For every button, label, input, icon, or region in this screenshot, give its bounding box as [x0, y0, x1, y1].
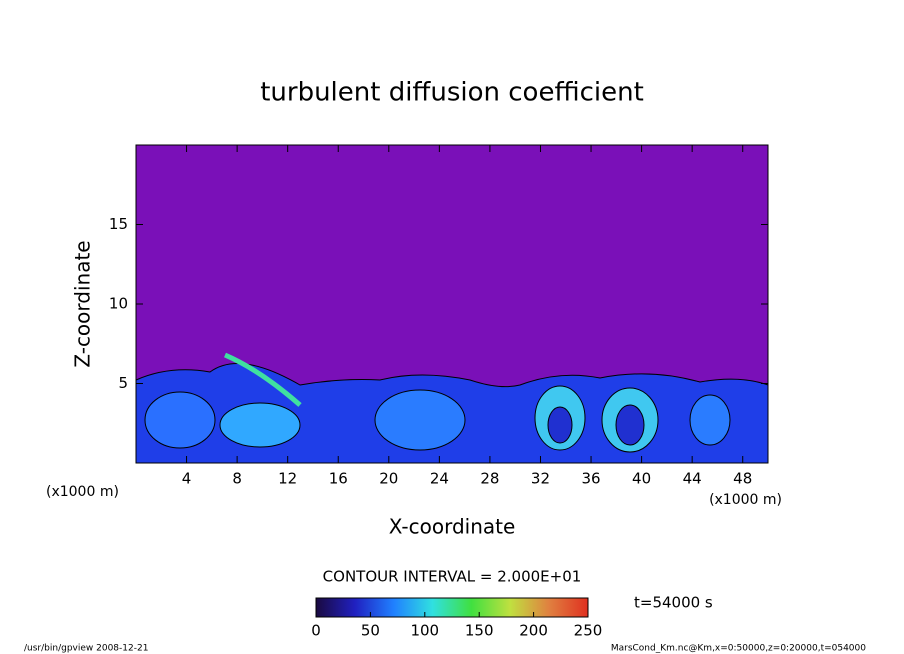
colorbar-tick-label: 50: [361, 622, 380, 640]
x-tick-label: 8: [232, 470, 242, 488]
y-axis-label: Z-coordinate: [71, 240, 95, 367]
colorbar-tick-label: 0: [311, 622, 321, 640]
field-eddy: [689, 394, 731, 446]
x-tick-label: 40: [632, 470, 651, 488]
field-eddy: [219, 402, 301, 448]
colorbar-tick-label: 250: [574, 622, 603, 640]
colorbar-tick-label: 100: [410, 622, 439, 640]
contour-interval: CONTOUR INTERVAL = 2.000E+01: [323, 568, 582, 586]
x-tick-label: 48: [733, 470, 752, 488]
footer-right: MarsCond_Km.nc@Km,x=0:50000,z=0:20000,t=…: [611, 644, 866, 654]
x-unit: (x1000 m): [709, 492, 782, 508]
colorbar: [315, 597, 589, 618]
x-tick-label: 16: [329, 470, 348, 488]
x-tick-label: 36: [581, 470, 600, 488]
field-eddy: [374, 389, 466, 451]
field-eddy: [615, 404, 645, 446]
y-tick-label: 5: [118, 374, 128, 392]
x-unit: (x1000 m): [46, 484, 119, 500]
footer-left: /usr/bin/gpview 2008-12-21: [24, 644, 148, 654]
x-tick-label: 28: [480, 470, 499, 488]
chart-title: turbulent diffusion coefficient: [260, 78, 644, 108]
field-eddy: [144, 391, 216, 449]
x-tick-label: 4: [182, 470, 192, 488]
time-label: t=54000 s: [634, 594, 713, 612]
y-tick-label: 10: [109, 295, 128, 313]
field-eddy: [547, 406, 573, 444]
y-tick-label: 15: [109, 215, 128, 233]
field: [135, 145, 769, 464]
colorbar-tick-label: 150: [465, 622, 494, 640]
x-axis-label: X-coordinate: [389, 515, 516, 539]
x-tick-label: 44: [683, 470, 702, 488]
x-tick-label: 32: [531, 470, 550, 488]
field-streak: [224, 352, 302, 407]
colorbar-tick-label: 200: [519, 622, 548, 640]
x-tick-label: 24: [430, 470, 449, 488]
x-tick-label: 20: [379, 470, 398, 488]
x-tick-label: 12: [278, 470, 297, 488]
